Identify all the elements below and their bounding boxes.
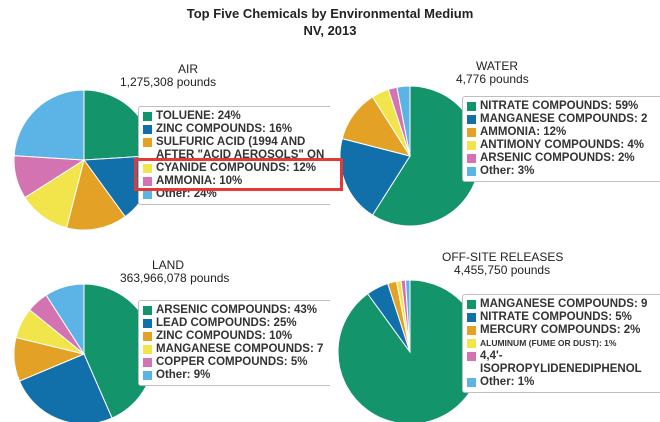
legend-swatch bbox=[143, 112, 152, 121]
legend-offsite: MANGANESE COMPOUNDS: 9 NITRATE COMPOUNDS:… bbox=[462, 294, 660, 393]
legend-label: AMMONIA: 10% bbox=[156, 175, 243, 187]
legend-item[interactable]: ARSENIC COMPOUNDS: 43% bbox=[143, 304, 330, 317]
legend-item[interactable]: ZINC COMPOUNDS: 16% bbox=[143, 123, 330, 136]
legend-swatch bbox=[467, 339, 476, 348]
pie-slice-other[interactable] bbox=[404, 279, 411, 353]
legend-item[interactable]: LEAD COMPOUNDS: 25% bbox=[143, 317, 330, 330]
legend-label: Other: 9% bbox=[156, 369, 211, 381]
panel-air: AIR 1,275,308 pounds TOLUENE: 24% ZINC CO… bbox=[0, 60, 330, 230]
legend-item[interactable]: CYANIDE COMPOUNDS: 12% bbox=[143, 162, 330, 175]
legend-label: TOLUENE: 24% bbox=[156, 110, 241, 122]
legend-item[interactable]: MANGANESE COMPOUNDS: 2 bbox=[467, 113, 660, 126]
legend-label: COPPER COMPOUNDS: 5% bbox=[156, 356, 308, 368]
legend-item[interactable]: COPPER COMPOUNDS: 5% bbox=[143, 356, 330, 369]
legend-swatch bbox=[143, 332, 152, 341]
panel-offsite-amount: 4,455,750 pounds bbox=[454, 263, 551, 277]
legend-water: NITRATE COMPOUNDS: 59% MANGANESE COMPOUND… bbox=[462, 96, 660, 182]
panel-land: LAND 363,966,078 pounds ARSENIC COMPOUND… bbox=[0, 252, 330, 422]
legend-label: ARSENIC COMPOUNDS: 2% bbox=[480, 152, 635, 164]
legend-swatch bbox=[467, 115, 476, 124]
legend-swatch bbox=[467, 378, 476, 387]
highlight-box bbox=[134, 158, 343, 191]
legend-item[interactable]: NITRATE COMPOUNDS: 59% bbox=[467, 100, 660, 113]
legend-label: LEAD COMPOUNDS: 25% bbox=[156, 317, 297, 329]
legend-item[interactable]: 4,4'- ISOPROPYLIDENEDIPHENOL bbox=[467, 350, 660, 376]
pie-air bbox=[13, 89, 155, 230]
pie-slice-manganese-compounds[interactable] bbox=[339, 137, 411, 216]
legend-swatch bbox=[143, 371, 152, 380]
legend-label: CYANIDE COMPOUNDS: 12% bbox=[156, 162, 316, 174]
pie-water bbox=[339, 85, 481, 227]
pie-land bbox=[13, 283, 155, 422]
legend-item[interactable]: NITRATE COMPOUNDS: 5% bbox=[467, 311, 660, 324]
legend-land: ARSENIC COMPOUNDS: 43% LEAD COMPOUNDS: 25… bbox=[138, 300, 330, 386]
pie-slice-other[interactable] bbox=[396, 85, 411, 157]
pie-slice-other[interactable] bbox=[13, 89, 85, 161]
legend-swatch bbox=[467, 128, 476, 137]
legend-item[interactable]: AMMONIA: 10% bbox=[143, 175, 330, 188]
legend-swatch bbox=[143, 177, 152, 186]
legend-item[interactable]: ANTIMONY COMPOUNDS: 4% bbox=[467, 139, 660, 152]
legend-item[interactable]: MERCURY COMPOUNDS: 2% bbox=[467, 324, 660, 337]
legend-item[interactable]: Other: 1% bbox=[467, 376, 660, 389]
chart-subtitle: NV, 2013 bbox=[303, 23, 357, 38]
legend-swatch bbox=[467, 352, 476, 361]
legend-swatch bbox=[143, 164, 152, 173]
legend-label: Other: 24% bbox=[156, 188, 217, 200]
legend-swatch bbox=[467, 154, 476, 163]
legend-swatch bbox=[467, 141, 476, 150]
panel-water-title: WATER bbox=[476, 60, 518, 73]
legend-label: ARSENIC COMPOUNDS: 43% bbox=[156, 304, 318, 316]
legend-item[interactable]: MANGANESE COMPOUNDS: 7 bbox=[143, 343, 330, 356]
panel-water-amount: 4,776 pounds bbox=[456, 72, 529, 86]
legend-swatch bbox=[143, 190, 152, 199]
legend-swatch bbox=[143, 345, 152, 354]
legend-label: ZINC COMPOUNDS: 10% bbox=[156, 330, 293, 342]
legend-label: MERCURY COMPOUNDS: 2% bbox=[480, 324, 641, 336]
legend-label: NITRATE COMPOUNDS: 59% bbox=[480, 100, 639, 112]
panel-air-title: AIR bbox=[178, 62, 199, 76]
legend-swatch bbox=[143, 138, 152, 147]
panel-water: WATER 4,776 pounds NITRATE COMPOUNDS: 59… bbox=[330, 60, 660, 230]
legend-label: ANTIMONY COMPOUNDS: 4% bbox=[480, 139, 644, 151]
legend-item[interactable]: MANGANESE COMPOUNDS: 9 bbox=[467, 298, 660, 311]
legend-swatch bbox=[467, 326, 476, 335]
legend-label: ALUMINUM (FUME OR DUST): 1% bbox=[480, 338, 617, 348]
panel-land-amount: 363,966,078 pounds bbox=[120, 271, 230, 285]
legend-swatch bbox=[467, 300, 476, 309]
legend-swatch bbox=[143, 306, 152, 315]
legend-swatch bbox=[467, 102, 476, 111]
legend-swatch bbox=[467, 313, 476, 322]
panel-offsite: OFF-SITE RELEASES 4,455,750 pounds MANGA… bbox=[330, 252, 660, 422]
legend-label: MANGANESE COMPOUNDS: 2 bbox=[480, 113, 648, 125]
legend-swatch bbox=[143, 125, 152, 134]
legend-item[interactable]: AMMONIA: 12% bbox=[467, 126, 660, 139]
legend-label: ZINC COMPOUNDS: 16% bbox=[156, 123, 293, 135]
legend-item[interactable]: ARSENIC COMPOUNDS: 2% bbox=[467, 152, 660, 165]
legend-label: MANGANESE COMPOUNDS: 7 bbox=[156, 343, 324, 355]
chart-title: Top Five Chemicals by Environmental Medi… bbox=[186, 6, 474, 21]
panel-air-amount: 1,275,308 pounds bbox=[120, 75, 217, 89]
legend-item[interactable]: Other: 3% bbox=[467, 165, 660, 178]
legend-item[interactable]: Other: 24% bbox=[143, 188, 330, 201]
legend-label: Other: 3% bbox=[480, 165, 535, 177]
legend-item[interactable]: ZINC COMPOUNDS: 10% bbox=[143, 330, 330, 343]
legend-item[interactable]: Other: 9% bbox=[143, 369, 330, 382]
panel-offsite-title: OFF-SITE RELEASES bbox=[442, 252, 564, 264]
legend-label: NITRATE COMPOUNDS: 5% bbox=[480, 311, 632, 323]
panel-land-title: LAND bbox=[152, 258, 185, 272]
pie-offsite bbox=[337, 279, 483, 422]
legend-label: MANGANESE COMPOUNDS: 9 bbox=[480, 298, 648, 310]
pie-slice-other[interactable] bbox=[45, 283, 85, 356]
legend-label: AMMONIA: 12% bbox=[480, 126, 567, 138]
pie-slice-sulfuric-acid-1994-and-after-acid-aerosols-on[interactable] bbox=[65, 158, 126, 230]
legend-label: Other: 1% bbox=[480, 376, 535, 388]
legend-swatch bbox=[467, 167, 476, 176]
legend-swatch bbox=[143, 358, 152, 367]
legend-label: 4,4'- ISOPROPYLIDENEDIPHENOL bbox=[480, 350, 642, 375]
legend-item[interactable]: TOLUENE: 24% bbox=[143, 110, 330, 123]
legend-item[interactable]: ALUMINUM (FUME OR DUST): 1% bbox=[467, 337, 660, 350]
legend-swatch bbox=[143, 319, 152, 328]
